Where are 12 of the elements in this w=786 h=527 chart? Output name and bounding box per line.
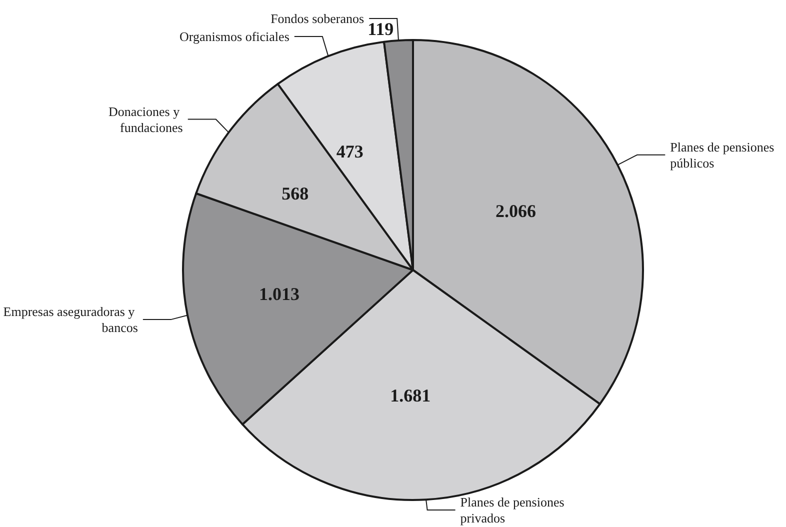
data-label: 568: [282, 183, 309, 204]
slice-label: Fondos soberanos: [270, 11, 364, 26]
data-label: 119: [368, 19, 394, 39]
slice-label: Organismos oficiales: [180, 29, 290, 44]
data-label: 2.066: [496, 201, 536, 222]
slice-label: Planes de pensiones públicos: [670, 139, 778, 170]
data-label: 473: [336, 141, 364, 162]
slice-label: Planes de pensiones privados: [460, 494, 568, 526]
slice-label: Empresas aseguradoras y bancos: [3, 304, 138, 336]
slice-label: Donaciones y fundaciones: [108, 104, 183, 135]
data-label: 1.681: [390, 385, 431, 406]
data-label: 1.013: [258, 284, 300, 304]
